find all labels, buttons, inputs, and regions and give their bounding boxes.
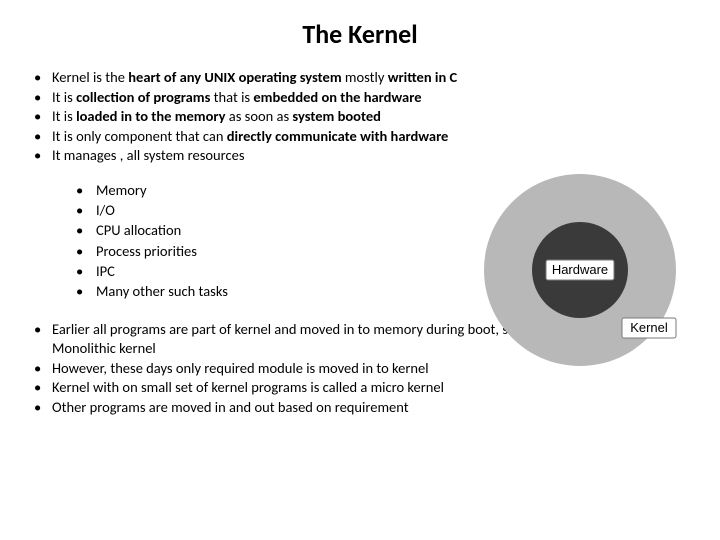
list-item: It manages , all system resources: [30, 146, 690, 166]
list-item: Other programs are moved in and out base…: [30, 398, 690, 418]
outer-label: Kernel: [630, 320, 668, 335]
top-bullet-list: Kernel is the heart of any UNIX operatin…: [30, 68, 690, 166]
list-item: It is collection of programs that is emb…: [30, 88, 690, 108]
page-title: The Kernel: [30, 18, 690, 50]
inner-label: Hardware: [552, 262, 608, 277]
list-item: It is loaded in to the memory as soon as…: [30, 107, 690, 127]
list-item: Kernel is the heart of any UNIX operatin…: [30, 68, 690, 88]
list-item: Kernel with on small set of kernel progr…: [30, 378, 690, 398]
kernel-diagram: Hardware Kernel: [480, 170, 680, 370]
list-item: It is only component that can directly c…: [30, 127, 690, 147]
